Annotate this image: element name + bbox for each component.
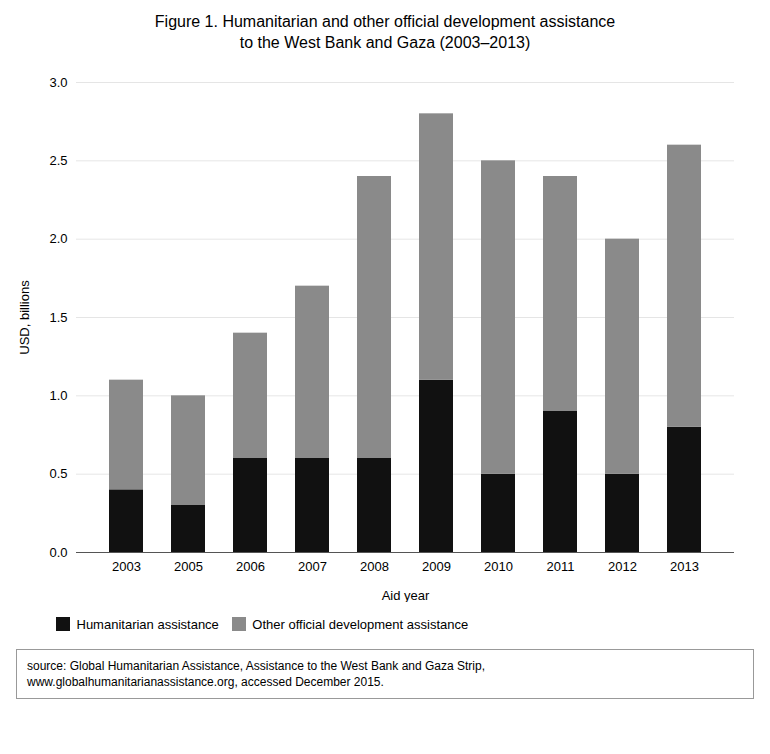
svg-text:2009: 2009 [422, 558, 451, 573]
svg-text:2008: 2008 [360, 558, 389, 573]
svg-text:2010: 2010 [484, 558, 513, 573]
html-text:Other official development ass: Other official development assistance [252, 616, 469, 632]
html-text:Humanitarian assistance: Humanitarian assistance [76, 616, 219, 632]
svg-text:2.5: 2.5 [49, 153, 67, 168]
svg-text:2013: 2013 [670, 558, 699, 573]
html-text:source: Global Humanitarian As: source: Global Humanitarian Assistance, … [27, 658, 485, 689]
svg-text:0.5: 0.5 [49, 466, 67, 481]
svg-text:2012: 2012 [608, 558, 637, 573]
svg-text:2003: 2003 [112, 558, 141, 573]
svg-text:2.0: 2.0 [49, 231, 67, 246]
svg-text:2005: 2005 [174, 558, 203, 573]
svg-text:1.0: 1.0 [49, 388, 67, 403]
html-text:Figure 1. Humanitarian and oth: Figure 1. Humanitarian and other officia… [154, 13, 616, 51]
svg-text:1.5: 1.5 [49, 309, 67, 324]
svg-text:2006: 2006 [236, 558, 265, 573]
svg-text:Aid year: Aid year [382, 587, 430, 602]
svg-text:0.0: 0.0 [49, 544, 67, 559]
svg-text:2007: 2007 [298, 558, 327, 573]
svg-text:USD, billions: USD, billions [17, 279, 32, 354]
svg-text:2011: 2011 [547, 558, 575, 573]
svg-text:3.0: 3.0 [49, 74, 67, 89]
